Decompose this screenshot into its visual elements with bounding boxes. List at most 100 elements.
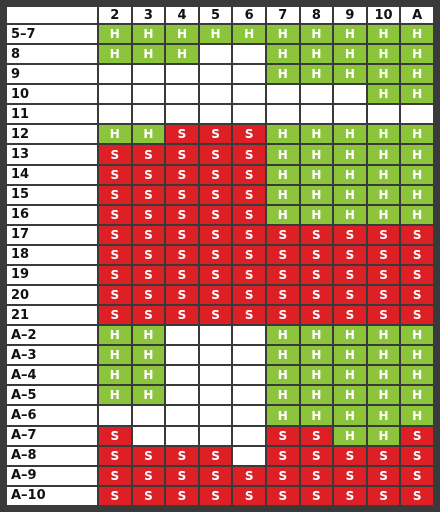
- stand-cell: S: [98, 264, 132, 286]
- stand-cell: S: [299, 305, 334, 326]
- empty-cell: [165, 425, 199, 446]
- empty-cell: [165, 365, 199, 386]
- hit-cell: H: [333, 44, 367, 65]
- stand-cell: S: [366, 445, 401, 466]
- hit-cell: H: [333, 425, 367, 446]
- corner-cell: [6, 6, 98, 24]
- empty-cell: [232, 365, 266, 386]
- stand-cell: S: [265, 465, 300, 486]
- row-header: 18: [6, 244, 98, 265]
- stand-cell: S: [131, 264, 166, 286]
- stand-cell: S: [98, 285, 132, 306]
- hit-cell: H: [131, 44, 166, 65]
- stand-cell: S: [299, 465, 334, 486]
- hit-cell: H: [400, 365, 434, 386]
- stand-cell: S: [232, 204, 266, 225]
- stand-cell: S: [131, 244, 166, 265]
- strategy-chart: 2 3 4 5 6 7 8 9 10 A 5–7 H H H H H H H H H H 8 H H H H H H H H 9 H H H H H 1…: [6, 6, 434, 506]
- empty-cell: [198, 385, 233, 406]
- row-header: A–2: [6, 325, 98, 346]
- empty-cell: [400, 104, 434, 125]
- hit-cell: H: [131, 325, 166, 346]
- stand-cell: S: [98, 305, 132, 326]
- hit-cell: H: [333, 144, 367, 165]
- hit-cell: H: [265, 144, 300, 165]
- stand-cell: S: [333, 264, 367, 286]
- empty-cell: [98, 104, 132, 125]
- empty-cell: [98, 405, 132, 426]
- row-header: 10: [6, 84, 98, 105]
- stand-cell: S: [98, 445, 132, 466]
- row-header: 11: [6, 104, 98, 125]
- hit-cell: H: [333, 124, 367, 145]
- row-header: A–6: [6, 405, 98, 426]
- empty-cell: [265, 104, 300, 125]
- stand-cell: S: [400, 485, 434, 506]
- hit-cell: H: [333, 204, 367, 225]
- stand-cell: S: [131, 204, 166, 225]
- stand-cell: S: [232, 305, 266, 326]
- hit-cell: H: [400, 204, 434, 225]
- hit-cell: H: [265, 184, 300, 205]
- hit-cell: H: [366, 144, 401, 165]
- stand-cell: S: [366, 305, 401, 326]
- hit-cell: H: [131, 385, 166, 406]
- stand-cell: S: [131, 305, 166, 326]
- empty-cell: [198, 425, 233, 446]
- stand-cell: S: [165, 445, 199, 466]
- hit-cell: H: [265, 365, 300, 386]
- stand-cell: S: [366, 224, 401, 245]
- hit-cell: H: [299, 144, 334, 165]
- hit-cell: H: [400, 325, 434, 346]
- stand-cell: S: [165, 305, 199, 326]
- hit-cell: H: [366, 345, 401, 366]
- empty-cell: [198, 64, 233, 85]
- stand-cell: S: [232, 124, 266, 145]
- empty-cell: [198, 325, 233, 346]
- stand-cell: S: [198, 305, 233, 326]
- stand-cell: S: [198, 485, 233, 506]
- stand-cell: S: [232, 224, 266, 245]
- row-header: 21: [6, 305, 98, 326]
- stand-cell: S: [299, 425, 334, 446]
- hit-cell: H: [98, 365, 132, 386]
- hit-cell: H: [98, 24, 132, 45]
- stand-cell: S: [165, 124, 199, 145]
- stand-cell: S: [265, 224, 300, 245]
- stand-cell: S: [165, 264, 199, 286]
- hit-cell: H: [366, 325, 401, 346]
- stand-cell: S: [165, 285, 199, 306]
- empty-cell: [131, 64, 166, 85]
- hit-cell: H: [400, 144, 434, 165]
- column-header: 4: [165, 6, 199, 24]
- column-header: 6: [232, 6, 266, 24]
- stand-cell: S: [198, 164, 233, 185]
- empty-cell: [165, 345, 199, 366]
- empty-cell: [165, 104, 199, 125]
- hit-cell: H: [333, 365, 367, 386]
- hit-cell: H: [333, 405, 367, 426]
- hit-cell: H: [98, 44, 132, 65]
- hit-cell: H: [400, 405, 434, 426]
- empty-cell: [165, 64, 199, 85]
- row-header: 20: [6, 285, 98, 306]
- stand-cell: S: [333, 445, 367, 466]
- hit-cell: H: [165, 24, 199, 45]
- stand-cell: S: [165, 244, 199, 265]
- empty-cell: [131, 405, 166, 426]
- stand-cell: S: [165, 224, 199, 245]
- stand-cell: S: [366, 465, 401, 486]
- stand-cell: S: [198, 184, 233, 205]
- stand-cell: S: [165, 465, 199, 486]
- stand-cell: S: [165, 485, 199, 506]
- stand-cell: S: [165, 164, 199, 185]
- hit-cell: H: [333, 24, 367, 45]
- empty-cell: [265, 84, 300, 105]
- stand-cell: S: [165, 144, 199, 165]
- hit-cell: H: [400, 24, 434, 45]
- empty-cell: [232, 104, 266, 125]
- hit-cell: H: [98, 124, 132, 145]
- hit-cell: H: [366, 124, 401, 145]
- hit-cell: H: [366, 365, 401, 386]
- hit-cell: H: [400, 345, 434, 366]
